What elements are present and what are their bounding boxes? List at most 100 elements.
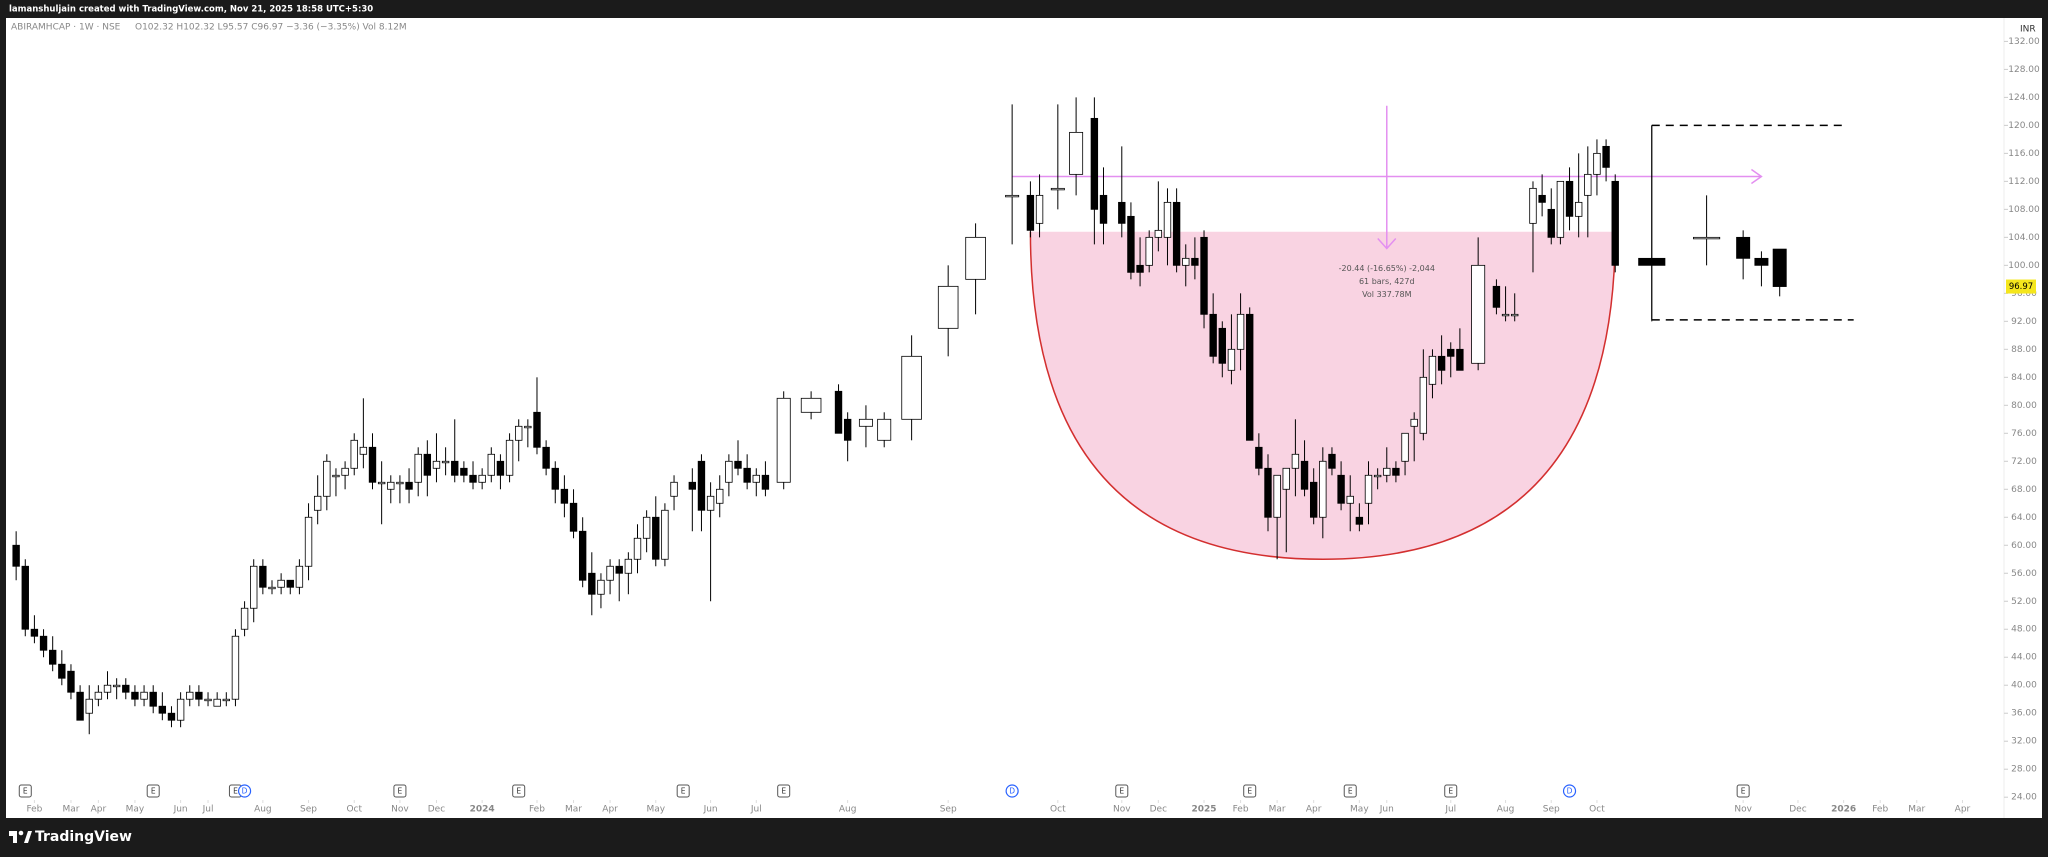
candle-body [240,607,249,630]
candle-body [222,698,230,702]
left-border [0,18,6,818]
candle-body [1355,516,1364,525]
event-marker [1115,784,1129,798]
event-label: E [516,787,521,796]
candle-body [286,579,294,588]
candle-body [551,467,559,490]
candle-body [697,460,706,511]
x-tick-label: Apr [1306,805,1322,815]
logo [9,830,32,843]
candle-body [213,698,221,707]
candle-body [204,698,212,702]
candle-body [469,474,477,483]
x-tick-label: Dec [1150,805,1167,815]
y-tick-label: 32.00 [2011,737,2037,747]
currency: INR [2020,25,2036,35]
candle-body [1693,236,1721,240]
candle-body [140,691,148,700]
y-tick-label: 96.00 [2011,289,2037,299]
event-marker [1243,784,1257,798]
x-tick-label: Feb [1233,805,1249,815]
candle-body [76,691,84,721]
candle-body [1611,180,1619,266]
candle-body [1574,201,1583,217]
candle-body [1255,446,1263,469]
candle-body [1291,453,1300,469]
event-label: E [23,787,28,796]
candle-body [103,684,112,693]
candle-body [524,425,532,429]
candle-body [661,509,669,560]
candle-body [1547,208,1555,238]
candle-body [716,488,724,504]
candle-body [670,481,678,497]
candle-body [642,516,651,539]
candle-body [1218,327,1226,364]
candle-body [1191,257,1199,266]
cup-area [1030,231,1616,560]
x-tick-label: May [1350,805,1369,815]
candle-body [1529,187,1537,224]
candle-body [478,474,486,483]
resistance-arrowhead [1750,168,1763,185]
event-marker [777,784,791,798]
candle-body [1428,355,1437,385]
candle-body [377,481,386,485]
x-tick-label: Aug [1497,805,1515,815]
candle-body [1593,152,1601,175]
x-tick-label: Nov [1734,805,1752,815]
candle-body [1556,180,1565,238]
x-tick-label: Mar [565,805,582,815]
event-label: E [1247,787,1252,796]
candle-body [1154,229,1163,238]
candle-body [414,453,422,483]
candle-body [1118,201,1126,224]
x-tick-label: Jun [1379,805,1394,815]
x-tick-label: 2026 [1831,805,1856,815]
y-tick-label: 128.00 [2008,65,2040,75]
right-border [2042,18,2048,818]
candle-body [85,698,93,714]
y-tick-label: 112.00 [2008,177,2040,187]
candle-body [1163,201,1172,238]
candle-body [588,572,596,595]
candle-body [21,565,29,630]
candle-body [1437,355,1446,371]
candle-body [58,663,66,679]
candle-body [606,565,614,581]
candle-body [304,516,313,567]
x-tick-label: Aug [254,805,272,815]
x-tick-label: Mar [62,805,79,815]
x-tick-label: 2025 [1191,805,1216,815]
measure-arrowhead [1377,238,1397,250]
candle-body [67,670,75,693]
candle-body [1005,194,1020,198]
candle-body [1471,264,1486,364]
candle-body [313,495,322,511]
x-tick-label: Sep [1543,805,1560,815]
x-tick-label: Sep [940,805,957,815]
candle-body [441,460,450,464]
candle-body [901,355,922,420]
candle-body [1410,418,1418,427]
candle-body [149,691,157,707]
x-tick-label: May [126,805,145,815]
event-label: E [781,787,786,796]
candle-body [615,565,623,574]
candle-body [231,635,240,700]
candle-body [761,474,770,490]
x-tick-label: Jul [202,805,214,815]
y-tick-label: 44.00 [2011,653,2037,663]
candle-body [176,698,185,721]
x-tick-label: Jun [703,805,718,815]
measure-label: 61 bars, 427d [1359,277,1415,286]
x-tick-label: Apr [602,805,618,815]
event-label: D [1009,787,1015,796]
y-tick-label: 88.00 [2011,345,2037,355]
candle-body [569,502,578,532]
x-tick-label: Mar [1269,805,1286,815]
y-tick-label: 124.00 [2008,93,2040,103]
candle-body [341,467,349,476]
candle-body [633,537,642,560]
